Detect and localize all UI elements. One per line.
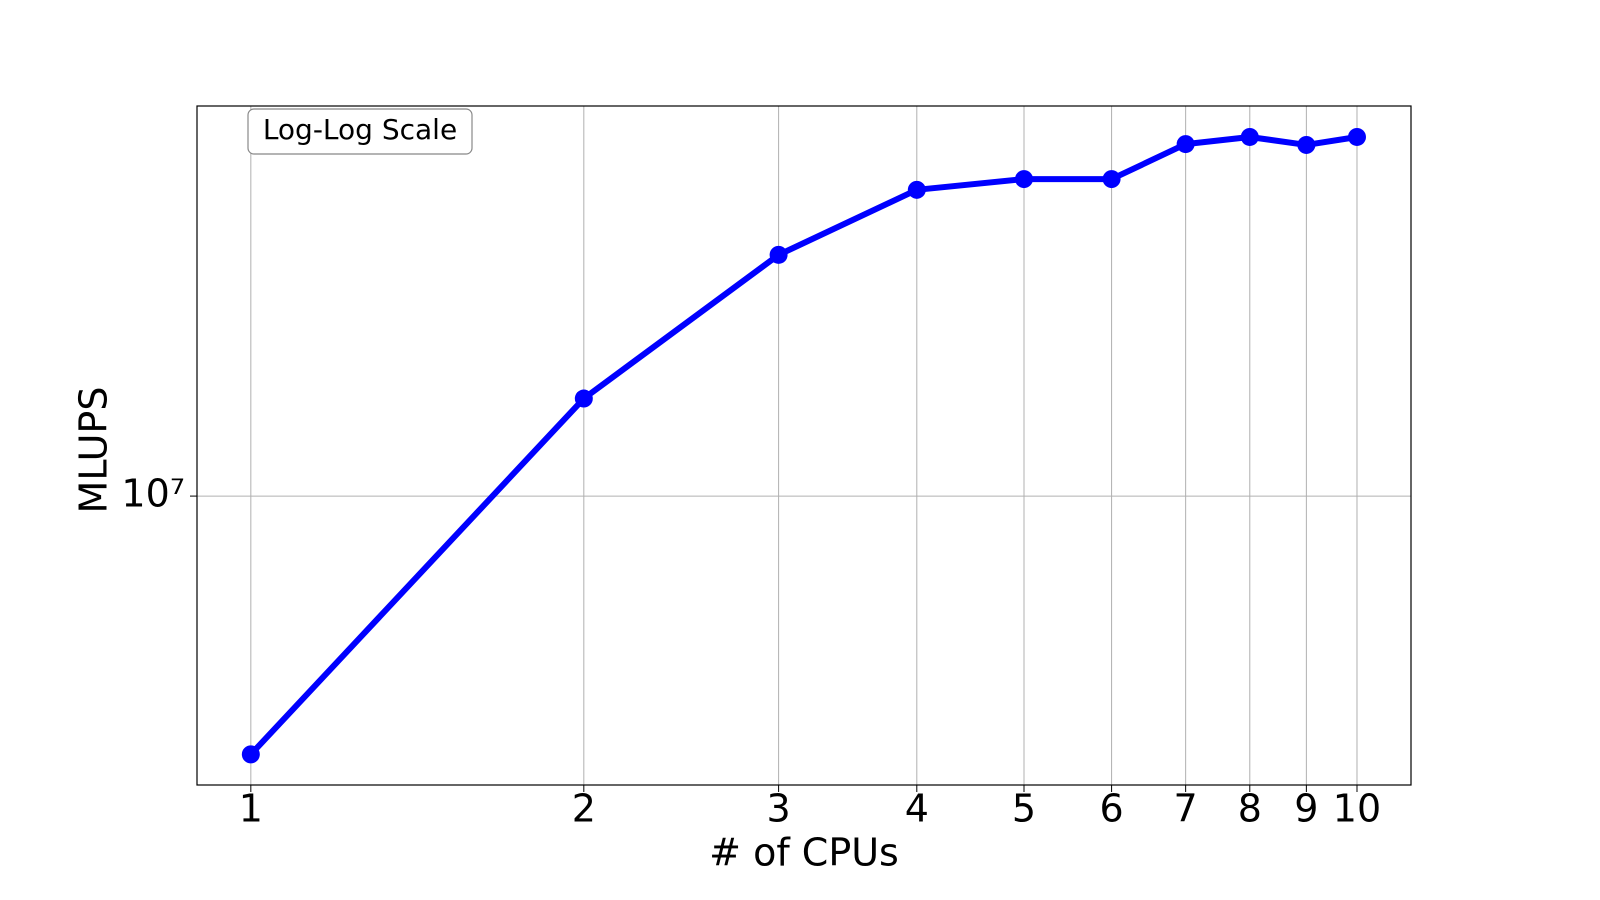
data-point: [1102, 170, 1121, 189]
x-axis-label: # of CPUs: [709, 831, 899, 875]
x-tick-label: 2: [572, 787, 596, 831]
data-point: [907, 180, 926, 199]
data-point: [241, 745, 260, 764]
x-tick-label: 10: [1333, 787, 1381, 831]
x-tick-label: 5: [1012, 787, 1036, 831]
data-point: [1347, 127, 1366, 146]
data-point: [1297, 135, 1316, 154]
y-axis-label: MLUPS: [72, 387, 116, 514]
data-point: [1240, 127, 1259, 146]
x-tick-label: 1: [239, 787, 263, 831]
plot-frame: [196, 105, 1412, 786]
annotation: Log-Log Scale: [263, 113, 457, 146]
data-line: [248, 133, 1358, 757]
data-point: [1014, 170, 1033, 189]
x-tick-label: 9: [1294, 787, 1318, 831]
x-tick-label: 4: [905, 787, 929, 831]
data-point: [574, 389, 593, 408]
x-tick-label: 3: [767, 787, 791, 831]
data-point: [769, 245, 788, 264]
y-tick-label: 10⁷: [121, 472, 185, 516]
x-tick-label: 6: [1099, 787, 1123, 831]
annotation-box: [247, 108, 473, 155]
x-tick-label: 7: [1174, 787, 1198, 831]
x-tick-label: 8: [1238, 787, 1262, 831]
data-point: [1176, 135, 1195, 154]
